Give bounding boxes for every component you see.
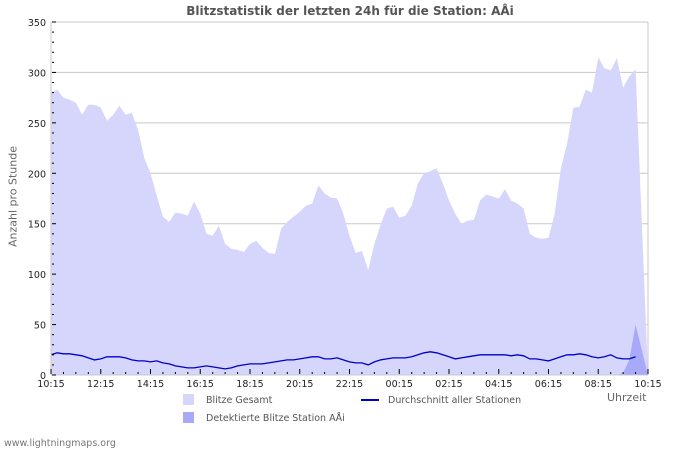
y-tick-label: 0 [40, 371, 46, 382]
x-tick-label: 20:15 [286, 379, 313, 390]
chart-title: Blitzstatistik der letzten 24h für die S… [186, 4, 514, 18]
x-tick-label: 18:15 [236, 379, 263, 390]
y-tick-label: 200 [28, 169, 46, 180]
x-tick-label: 04:15 [485, 379, 512, 390]
legend-swatch-station [183, 412, 194, 423]
legend-label-avg: Durchschnitt aller Stationen [388, 395, 522, 406]
footer-site-link[interactable]: www.lightningmaps.org [4, 438, 116, 449]
y-tick-label: 350 [28, 18, 46, 29]
y-tick-label: 100 [28, 270, 46, 281]
line-average-all-stations [50, 351, 636, 370]
x-tick-label: 12:15 [87, 379, 114, 390]
area-blitze-gesamt [51, 57, 648, 376]
y-tick-label: 300 [28, 68, 46, 79]
x-tick-label: 08:15 [585, 379, 612, 390]
x-tick-label: 16:15 [187, 379, 214, 390]
x-tick-label: 10:15 [634, 379, 661, 390]
y-tick-label: 50 [34, 321, 46, 332]
legend-label-station: Detektierte Blitze Station AÅi [206, 413, 345, 424]
x-tick-label: 22:15 [336, 379, 363, 390]
y-tick-label: 250 [28, 119, 46, 130]
y-tick-label: 150 [28, 220, 46, 231]
x-tick-label: 02:15 [435, 379, 462, 390]
x-tick-label: 14:15 [137, 379, 164, 390]
x-tick-label: 10:15 [37, 379, 64, 390]
x-tick-label: 06:15 [535, 379, 562, 390]
x-axis-label: Uhrzeit [607, 391, 647, 404]
legend-swatch-total [183, 394, 194, 405]
legend-label-total: Blitze Gesamt [206, 395, 273, 406]
legend-swatch-avg [361, 399, 379, 401]
x-tick-label: 00:15 [386, 379, 413, 390]
